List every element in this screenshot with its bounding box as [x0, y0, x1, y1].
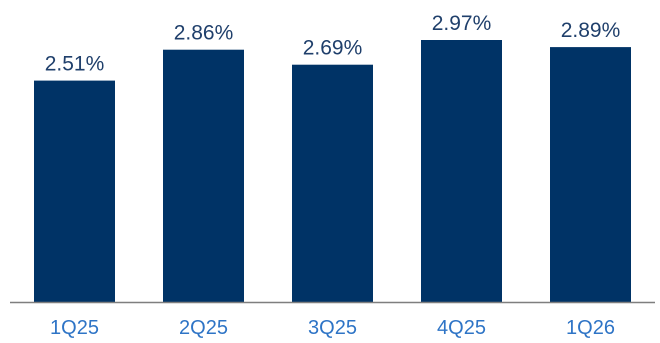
- tick-label-1q26: 1Q26: [566, 317, 615, 339]
- bar-1q26: [550, 47, 631, 302]
- tick-label-4q25: 4Q25: [437, 317, 486, 339]
- bar-3q25: [292, 64, 373, 302]
- bar-2q25: [163, 49, 244, 303]
- value-label-2q25: 2.86%: [174, 22, 234, 45]
- tick-label-3q25: 3Q25: [308, 317, 357, 339]
- value-label-1q25: 2.51%: [45, 53, 105, 76]
- bar-4q25: [421, 40, 502, 302]
- tick-labels-group: 1Q25 2Q25 3Q25 4Q25 1Q26: [50, 317, 615, 339]
- bars-group: [34, 40, 631, 303]
- value-label-3q25: 2.69%: [303, 37, 363, 60]
- tick-label-2q25: 2Q25: [179, 317, 228, 339]
- bar-1q25: [34, 80, 115, 302]
- value-labels-group: 2.51% 2.86% 2.69% 2.97% 2.89%: [45, 12, 621, 76]
- value-label-4q25: 2.97%: [432, 12, 492, 35]
- value-label-1q26: 2.89%: [561, 19, 621, 42]
- tick-label-1q25: 1Q25: [50, 317, 99, 339]
